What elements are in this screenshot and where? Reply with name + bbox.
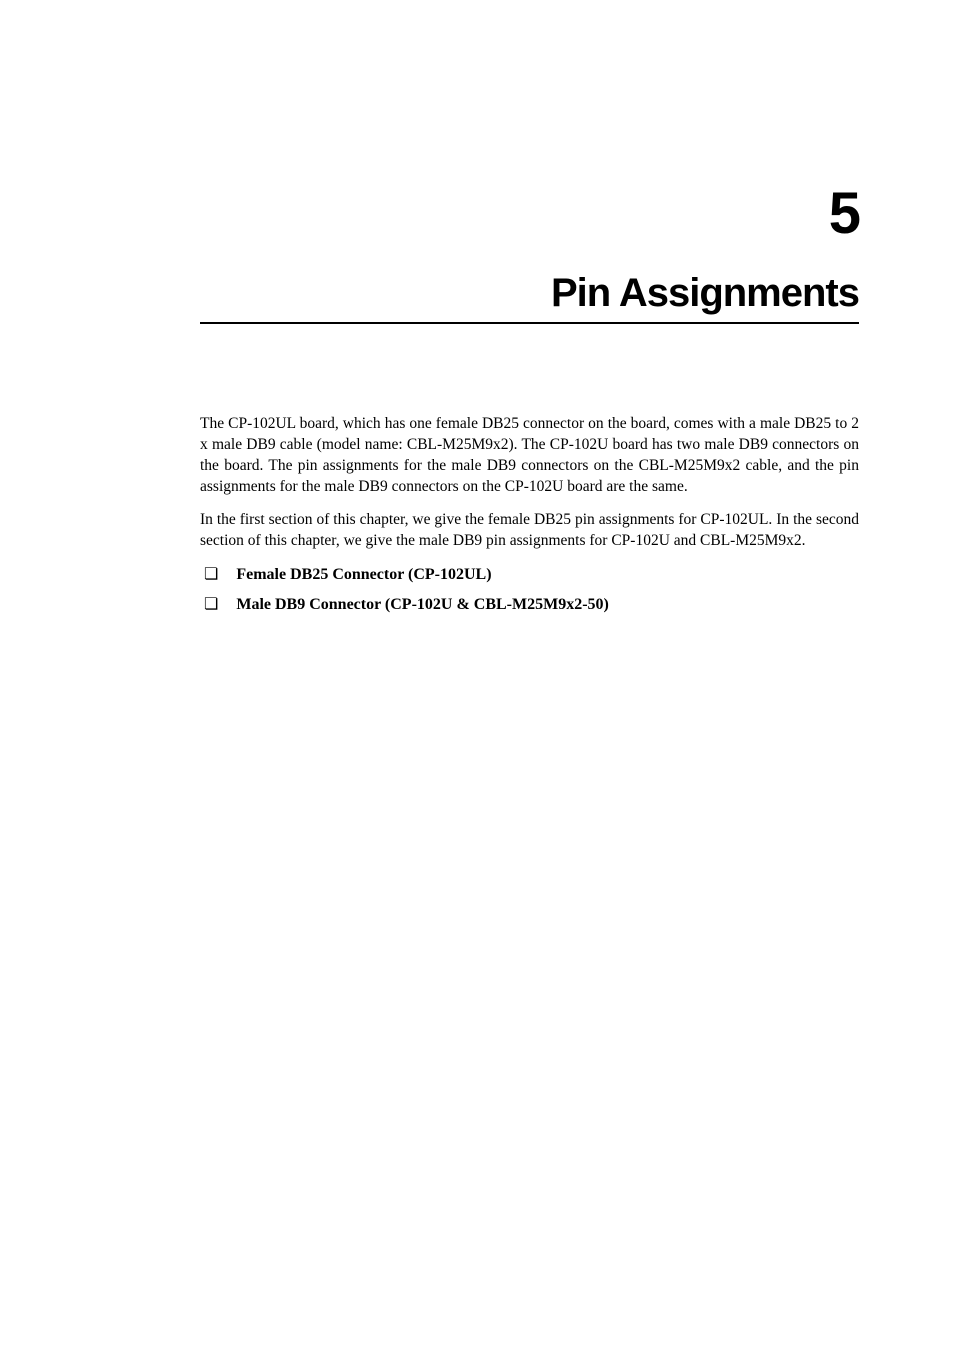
list-item: ❏ Male DB9 Connector (CP-102U & CBL-M25M… [200,594,859,616]
chapter-number: 5 [200,180,859,247]
checkbox-icon: ❏ [204,564,218,586]
chapter-title: Pin Assignments [200,271,859,324]
list-item-text-1: Female DB25 Connector (CP-102UL) [236,564,491,586]
page-content: 5 Pin Assignments The CP-102UL board, wh… [0,0,954,616]
list-container: ❏ Female DB25 Connector (CP-102UL) ❏ Mal… [200,564,859,617]
paragraph-1: The CP-102UL board, which has one female… [200,414,859,498]
list-item-text-2: Male DB9 Connector (CP-102U & CBL-M25M9x… [236,594,609,616]
list-item: ❏ Female DB25 Connector (CP-102UL) [200,564,859,586]
paragraph-2: In the first section of this chapter, we… [200,510,859,552]
checkbox-icon: ❏ [204,594,218,616]
